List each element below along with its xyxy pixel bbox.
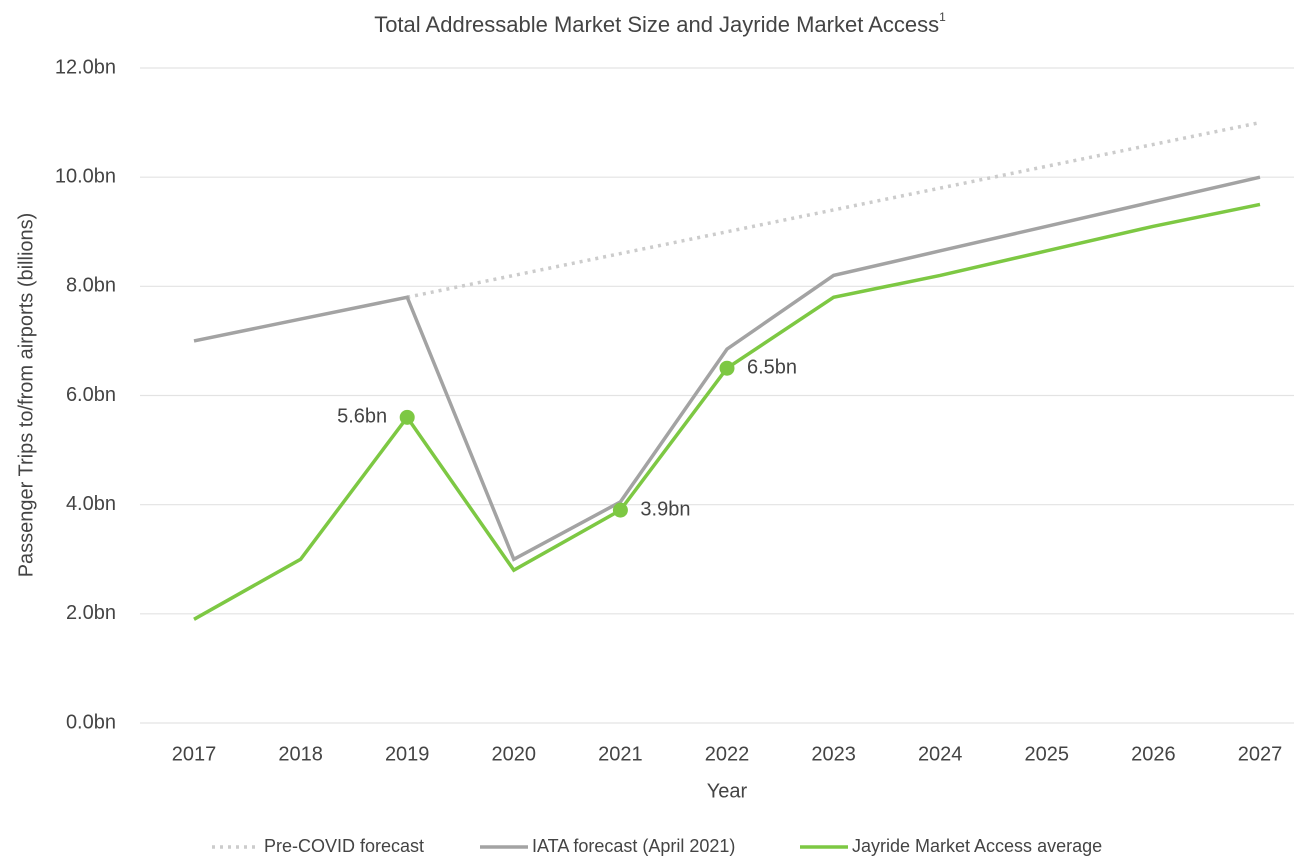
y-tick-label: 0.0bn: [66, 711, 116, 733]
legend-label: IATA forecast (April 2021): [532, 836, 735, 856]
series-line: [193, 175, 1261, 562]
x-tick-label: 2019: [385, 743, 430, 765]
x-tick-label: 2024: [918, 743, 963, 765]
x-tick-label: 2023: [811, 743, 856, 765]
y-axis-label: Passenger Trips to/from airports (billio…: [15, 213, 37, 578]
y-tick-label: 4.0bn: [66, 493, 116, 515]
data-label: 3.9bn: [640, 498, 690, 520]
x-tick-label: 2020: [492, 743, 537, 765]
title-footnote: 1: [939, 10, 946, 24]
series-line: [406, 120, 1261, 299]
data-point: [399, 409, 415, 425]
x-tick-label: 2021: [598, 743, 643, 765]
y-tick-label: 8.0bn: [66, 275, 116, 297]
legend-label: Jayride Market Access average: [852, 836, 1102, 856]
chart-title: Total Addressable Market Size and Jayrid…: [374, 10, 946, 37]
data-point: [612, 502, 628, 518]
legend-label: Pre-COVID forecast: [264, 836, 424, 856]
x-tick-label: 2022: [705, 743, 750, 765]
data-point: [719, 360, 735, 376]
data-label: 6.5bn: [747, 356, 797, 378]
x-axis-label: Year: [707, 780, 748, 802]
y-tick-label: 10.0bn: [55, 165, 116, 187]
x-tick-label: 2025: [1025, 743, 1070, 765]
y-tick-label: 12.0bn: [55, 56, 116, 78]
data-label: 5.6bn: [337, 406, 387, 428]
x-tick-label: 2018: [278, 743, 323, 765]
y-tick-label: 6.0bn: [66, 384, 116, 406]
title-text: Total Addressable Market Size and Jayrid…: [374, 12, 939, 37]
x-tick-label: 2027: [1238, 743, 1283, 765]
y-tick-label: 2.0bn: [66, 602, 116, 624]
x-tick-label: 2017: [172, 743, 217, 765]
x-tick-label: 2026: [1131, 743, 1176, 765]
